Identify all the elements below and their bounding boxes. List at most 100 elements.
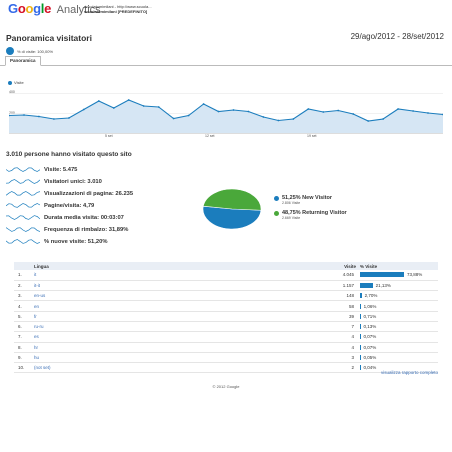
- table-header-row: Lingua Visite % Visite: [14, 262, 438, 270]
- new-visitor-visits: 2.806 Visite: [282, 201, 301, 205]
- metric-label: Pagine/visita: 4,79: [44, 202, 95, 209]
- date-range[interactable]: 29/ago/2012 - 28/set/2012: [350, 32, 444, 41]
- logo-google-text: Google: [8, 1, 52, 16]
- header-visite[interactable]: Visite: [328, 262, 358, 270]
- visits-point[interactable]: [53, 118, 55, 120]
- visits-point[interactable]: [97, 100, 100, 102]
- language-link[interactable]: it: [34, 272, 37, 278]
- language-link[interactable]: (not set): [34, 365, 51, 371]
- row-visits: 39: [328, 311, 358, 322]
- visits-point[interactable]: [187, 114, 190, 117]
- visits-point[interactable]: [307, 108, 310, 110]
- header-pct-visite[interactable]: % Visite: [358, 262, 438, 270]
- visits-point[interactable]: [157, 106, 160, 108]
- metric-row: Visualizzazioni di pagina: 26.235: [6, 190, 133, 197]
- new-visitor-label: 51,25% New Visitor: [282, 195, 333, 201]
- row-pct: 0,07%: [363, 334, 377, 340]
- visits-point[interactable]: [172, 117, 175, 120]
- google-analytics-logo: Google Analytics: [8, 1, 101, 16]
- chart-legend: Visite: [8, 80, 24, 85]
- language-link[interactable]: es: [34, 334, 39, 340]
- visitor-type-pie-chart: [202, 188, 262, 230]
- pct-bar: [360, 303, 361, 309]
- visits-point[interactable]: [127, 99, 130, 101]
- visits-point[interactable]: [112, 107, 115, 109]
- visits-point[interactable]: [217, 110, 220, 113]
- visits-point[interactable]: [277, 119, 280, 122]
- visits-point[interactable]: [352, 113, 355, 115]
- legend-swatch: [8, 80, 12, 85]
- pct-bar: [360, 324, 361, 330]
- sparkline-icon: [6, 203, 40, 208]
- table-row: 4. en 58 1,06%: [14, 300, 438, 312]
- logo-analytics-text: Analytics: [56, 4, 101, 16]
- language-table: Lingua Visite % Visite 1. it 4.045 73,88% 2.…: [14, 262, 438, 374]
- pie-slice-returning-visitor[interactable]: [202, 188, 262, 211]
- row-pct: 0,71%: [363, 313, 377, 319]
- metric-label: Visualizzazioni di pagina: 26.235: [44, 190, 134, 197]
- pie-slice-new-visitor[interactable]: [202, 205, 262, 230]
- language-link[interactable]: en-us: [34, 293, 46, 299]
- pct-bar: [360, 334, 361, 340]
- visits-point[interactable]: [262, 116, 265, 118]
- full-report-link[interactable]: visualizza rapporto completo: [380, 370, 438, 375]
- visits-point[interactable]: [442, 113, 443, 116]
- language-link[interactable]: en: [34, 303, 40, 309]
- visits-area-chart: [9, 93, 443, 134]
- visits-point[interactable]: [412, 110, 414, 112]
- sparkline-icon: [6, 167, 40, 172]
- metric-row: Pagine/visita: 4,79: [6, 202, 94, 209]
- language-link[interactable]: it-it: [34, 282, 40, 288]
- row-visits: 2: [328, 362, 358, 374]
- metric-label: Visitatori unici: 3.010: [44, 178, 102, 185]
- segment-indicator[interactable]: % di visite: 100,00%: [6, 47, 53, 55]
- visits-point[interactable]: [38, 115, 40, 118]
- returning-visitor-label: 48,75% Returning Visitor: [282, 210, 347, 216]
- row-rank: 8.: [14, 342, 32, 353]
- language-link[interactable]: ru-ru: [34, 324, 44, 330]
- visits-point[interactable]: [367, 120, 370, 122]
- page-title: Panoramica visitatori: [6, 33, 92, 43]
- visits-point[interactable]: [397, 108, 399, 110]
- visits-point[interactable]: [142, 105, 145, 107]
- metric-label: Durata media visita: 00:03:07: [44, 214, 124, 221]
- visits-point[interactable]: [427, 112, 429, 114]
- language-link[interactable]: hr: [34, 344, 39, 350]
- header-lingua[interactable]: Lingua: [32, 262, 328, 270]
- language-link[interactable]: fr: [34, 313, 37, 319]
- visits-point[interactable]: [292, 118, 295, 120]
- row-visits: 58: [328, 300, 358, 312]
- row-pct: 0,07%: [363, 344, 377, 350]
- language-link[interactable]: hu: [34, 355, 40, 361]
- visits-point[interactable]: [202, 103, 205, 105]
- metric-label: Visite: 5.475: [44, 166, 78, 173]
- row-rank: 3.: [14, 290, 32, 302]
- footer-copyright: © 2012 Google: [212, 384, 240, 389]
- pct-bar: [360, 293, 362, 299]
- x-tick-5-set: 5 set: [105, 134, 113, 138]
- visits-point[interactable]: [382, 118, 384, 120]
- table-row: 10. (not set) 2 0,04%: [14, 362, 438, 374]
- visits-point[interactable]: [68, 117, 70, 119]
- row-visits: 7: [328, 321, 358, 333]
- segment-pie-icon: [6, 47, 14, 55]
- tab-panoramica[interactable]: Panoramica: [5, 56, 41, 66]
- row-rank: 1.: [14, 270, 32, 281]
- pct-bar: [360, 365, 361, 371]
- visits-point[interactable]: [23, 114, 25, 116]
- visits-point[interactable]: [337, 109, 340, 112]
- metric-row: Durata media visita: 00:03:07: [6, 214, 124, 221]
- visits-point[interactable]: [9, 114, 10, 117]
- metric-label: % nuove visite: 51,20%: [44, 238, 108, 245]
- visits-point[interactable]: [322, 111, 325, 113]
- metric-row: Visite: 5.475: [6, 166, 77, 173]
- row-pct: 0,04%: [363, 365, 377, 371]
- sparkline-icon: [6, 215, 40, 220]
- visits-point[interactable]: [232, 109, 235, 111]
- visits-point[interactable]: [82, 108, 85, 111]
- row-visits: 1.157: [328, 280, 358, 292]
- pct-bar: [360, 282, 373, 288]
- table-row: 1. it 4.045 73,88%: [14, 270, 438, 281]
- visits-point[interactable]: [247, 110, 250, 113]
- row-visits: 4.045: [328, 270, 358, 281]
